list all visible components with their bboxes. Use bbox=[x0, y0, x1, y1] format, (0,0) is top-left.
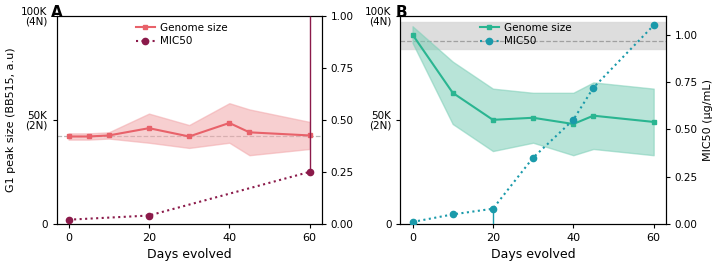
Legend: Genome size, MIC50: Genome size, MIC50 bbox=[136, 23, 228, 46]
Text: B: B bbox=[395, 5, 407, 21]
Y-axis label: MIC50 (μg/mL): MIC50 (μg/mL) bbox=[703, 79, 713, 161]
Text: A: A bbox=[51, 5, 63, 21]
Legend: Genome size, MIC50: Genome size, MIC50 bbox=[480, 23, 572, 46]
X-axis label: Days evolved: Days evolved bbox=[491, 249, 575, 261]
Bar bbox=[400, 22, 666, 49]
Y-axis label: G1 peak size (BB515, a.u): G1 peak size (BB515, a.u) bbox=[6, 48, 16, 192]
X-axis label: Days evolved: Days evolved bbox=[147, 249, 232, 261]
